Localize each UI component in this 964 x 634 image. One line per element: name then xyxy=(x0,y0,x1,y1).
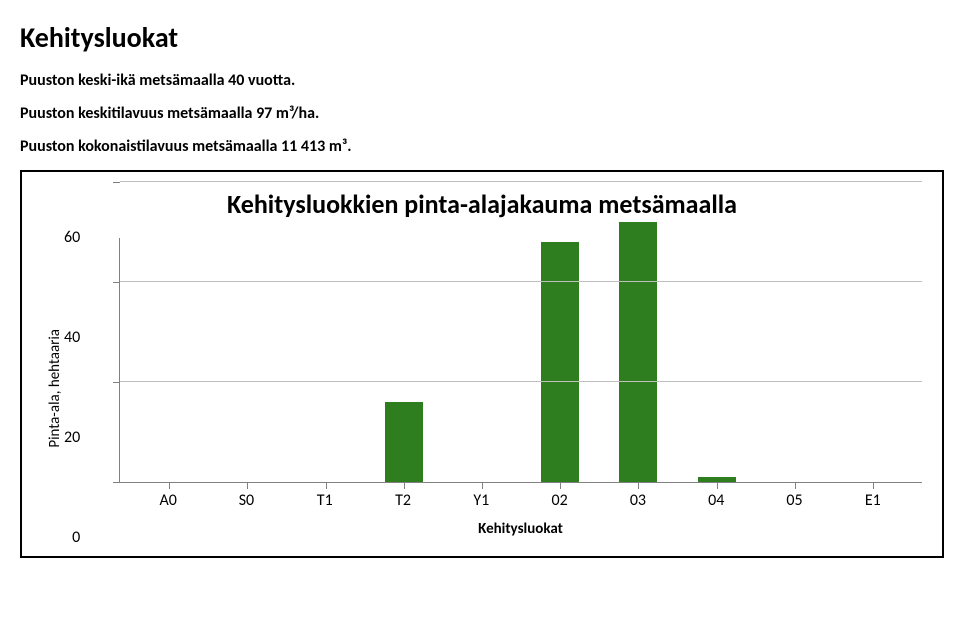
chart-plot: Pinta-ala, hehtaaria 6040200 A0S0T1T2Y10… xyxy=(42,238,922,538)
x-tick-label: S0 xyxy=(207,491,285,510)
bar-slot xyxy=(365,238,443,482)
chart-container: Kehitysluokkien pinta-alajakauma metsäma… xyxy=(20,170,944,558)
x-tick-label: T2 xyxy=(364,491,442,510)
y-tick-mark xyxy=(113,182,120,183)
x-tick-mark xyxy=(795,482,796,489)
x-tick-label: A0 xyxy=(129,491,207,510)
grid-line xyxy=(120,181,922,182)
x-tick-mark xyxy=(717,482,718,489)
y-axis-ticks: 6040200 xyxy=(64,238,86,538)
stat-avg-volume: Puuston keskitilavuus metsämaalla 97 m³/… xyxy=(20,104,944,123)
y-axis-label: Pinta-ala, hehtaaria xyxy=(42,329,64,448)
x-tick-label: 02 xyxy=(520,491,598,510)
x-tick-mark xyxy=(560,482,561,489)
x-tick-mark xyxy=(638,482,639,489)
x-tick-mark xyxy=(404,482,405,489)
bar-slot xyxy=(208,238,286,482)
y-tick-mark xyxy=(113,282,120,283)
x-tick-label: Y1 xyxy=(442,491,520,510)
bar-slot xyxy=(677,238,755,482)
x-tick-mark xyxy=(326,482,327,489)
x-tick-label: T1 xyxy=(286,491,364,510)
bar-slot xyxy=(286,238,364,482)
chart-title: Kehitysluokkien pinta-alajakauma metsäma… xyxy=(42,188,922,220)
bar-slot xyxy=(599,238,677,482)
x-axis-ticks: A0S0T1T2Y102030405E1 xyxy=(119,483,922,510)
grid-line xyxy=(120,381,922,382)
x-tick-label: E1 xyxy=(834,491,912,510)
x-tick-label: 04 xyxy=(677,491,755,510)
plot-area xyxy=(119,238,922,483)
page-title: Kehitysluokat xyxy=(20,20,944,55)
stat-age: Puuston keski-ikä metsämaalla 40 vuotta. xyxy=(20,71,944,90)
bar xyxy=(541,242,579,482)
x-tick-label: 03 xyxy=(599,491,677,510)
x-axis-label: Kehitysluokat xyxy=(119,520,922,538)
bar-slot xyxy=(834,238,912,482)
x-tick-label: 05 xyxy=(755,491,833,510)
x-tick-mark xyxy=(482,482,483,489)
grid-line xyxy=(120,281,922,282)
bar-slot xyxy=(756,238,834,482)
bar-slot xyxy=(443,238,521,482)
bars-group xyxy=(120,238,922,482)
bar xyxy=(619,222,657,482)
bar xyxy=(385,402,423,482)
bar-slot xyxy=(521,238,599,482)
x-tick-mark xyxy=(247,482,248,489)
x-tick-mark xyxy=(169,482,170,489)
bar-slot xyxy=(130,238,208,482)
y-tick-mark xyxy=(113,482,120,483)
stat-total-volume: Puuston kokonaistilavuus metsämaalla 11 … xyxy=(20,137,944,156)
x-tick-mark xyxy=(873,482,874,489)
y-tick-mark xyxy=(113,382,120,383)
